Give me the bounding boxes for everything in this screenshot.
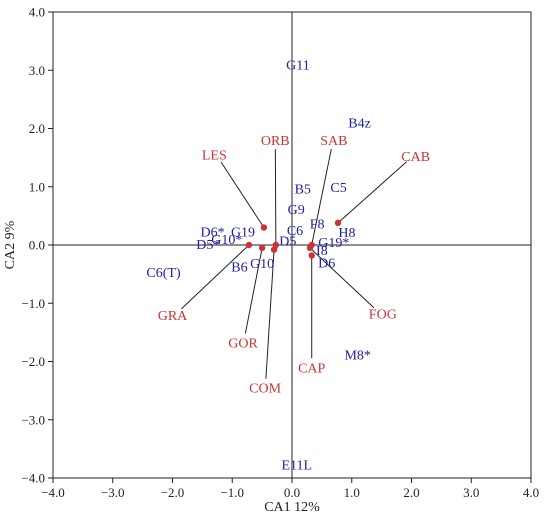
site-label: G19* — [318, 236, 349, 251]
y-tick-label: −2.0 — [21, 354, 45, 369]
variable-arrow-line — [311, 148, 332, 246]
y-tick-label: 1.0 — [29, 179, 45, 194]
variable-point — [245, 241, 253, 249]
variable-label: SAB — [320, 134, 347, 149]
y-tick-label: −3.0 — [21, 412, 45, 427]
x-tick-label: −1.0 — [220, 485, 244, 500]
site-label: G10 — [250, 257, 274, 272]
variable-point — [308, 252, 315, 259]
variable-arrow-line — [309, 247, 375, 309]
y-tick-label: 3.0 — [29, 63, 45, 78]
site-label: G9 — [288, 203, 305, 218]
variable-point — [258, 244, 266, 252]
variable-label: CAP — [298, 361, 325, 376]
x-tick-label: −2.0 — [161, 485, 185, 500]
y-tick-label: 2.0 — [29, 121, 45, 136]
variable-label: GOR — [228, 336, 258, 351]
variable-label: ORB — [261, 134, 290, 149]
variable-arrow-line — [244, 247, 263, 334]
site-label: E11L — [281, 459, 312, 474]
zero-axis-lines — [53, 12, 531, 478]
variable-label: COM — [249, 382, 281, 397]
site-label: G19 — [231, 226, 255, 241]
variable-point — [270, 246, 278, 253]
variable-point — [306, 244, 314, 252]
site-label: D6* — [200, 226, 224, 241]
site-label: B6 — [231, 261, 247, 276]
variable-arrow-line — [181, 244, 250, 310]
site-label: D5* — [196, 238, 220, 253]
variable-arrows: LES ORB SAB CAB GRA GOR COM CAP FOG — [158, 134, 430, 397]
variable-arrow-line — [337, 161, 407, 224]
axis-ticks: −4.0 −3.0 −2.0 −1.0 0.0 1.0 2.0 3.0 4.0 4.0 3.0 2.0… — [21, 5, 539, 501]
y-tick-label: −4.0 — [21, 471, 45, 486]
site-label: G11 — [286, 58, 310, 73]
site-label: C5 — [330, 181, 346, 196]
site-label: F8 — [310, 217, 325, 232]
variable-label: CAB — [401, 150, 430, 165]
variable-arrow-line — [220, 161, 265, 228]
x-tick-label: −3.0 — [101, 485, 125, 500]
site-label: B5 — [295, 182, 311, 197]
variable-point — [334, 219, 342, 227]
y-axis-title: CA2 9% — [3, 220, 18, 269]
site-label: B4z — [348, 117, 371, 132]
x-axis-title: CA1 12% — [264, 500, 320, 515]
variable-label: LES — [202, 149, 227, 164]
x-tick-label: 1.0 — [344, 485, 360, 500]
site-label: M8* — [344, 349, 370, 364]
variable-label: FOG — [369, 308, 397, 323]
x-tick-label: 2.0 — [403, 485, 419, 500]
x-tick-label: 0.0 — [284, 485, 300, 500]
variable-label: GRA — [158, 309, 188, 324]
site-label: H8 — [338, 226, 355, 241]
variable-arrow-line — [265, 249, 275, 379]
site-label: C6(T) — [146, 266, 181, 281]
variable-arrow-line — [274, 149, 277, 246]
site-label: G10* — [211, 233, 242, 248]
site-label: D6 — [318, 256, 335, 271]
site-label: C6 — [287, 224, 303, 239]
x-tick-label: −4.0 — [41, 485, 65, 500]
y-tick-label: 0.0 — [29, 238, 45, 253]
site-label: D5 — [279, 234, 296, 249]
x-tick-label: 3.0 — [463, 485, 479, 500]
x-tick-label: 4.0 — [523, 485, 539, 500]
variable-point — [260, 224, 268, 231]
y-tick-label: 4.0 — [29, 5, 45, 20]
site-label: I8 — [316, 244, 328, 259]
y-tick-label: −1.0 — [21, 296, 45, 311]
